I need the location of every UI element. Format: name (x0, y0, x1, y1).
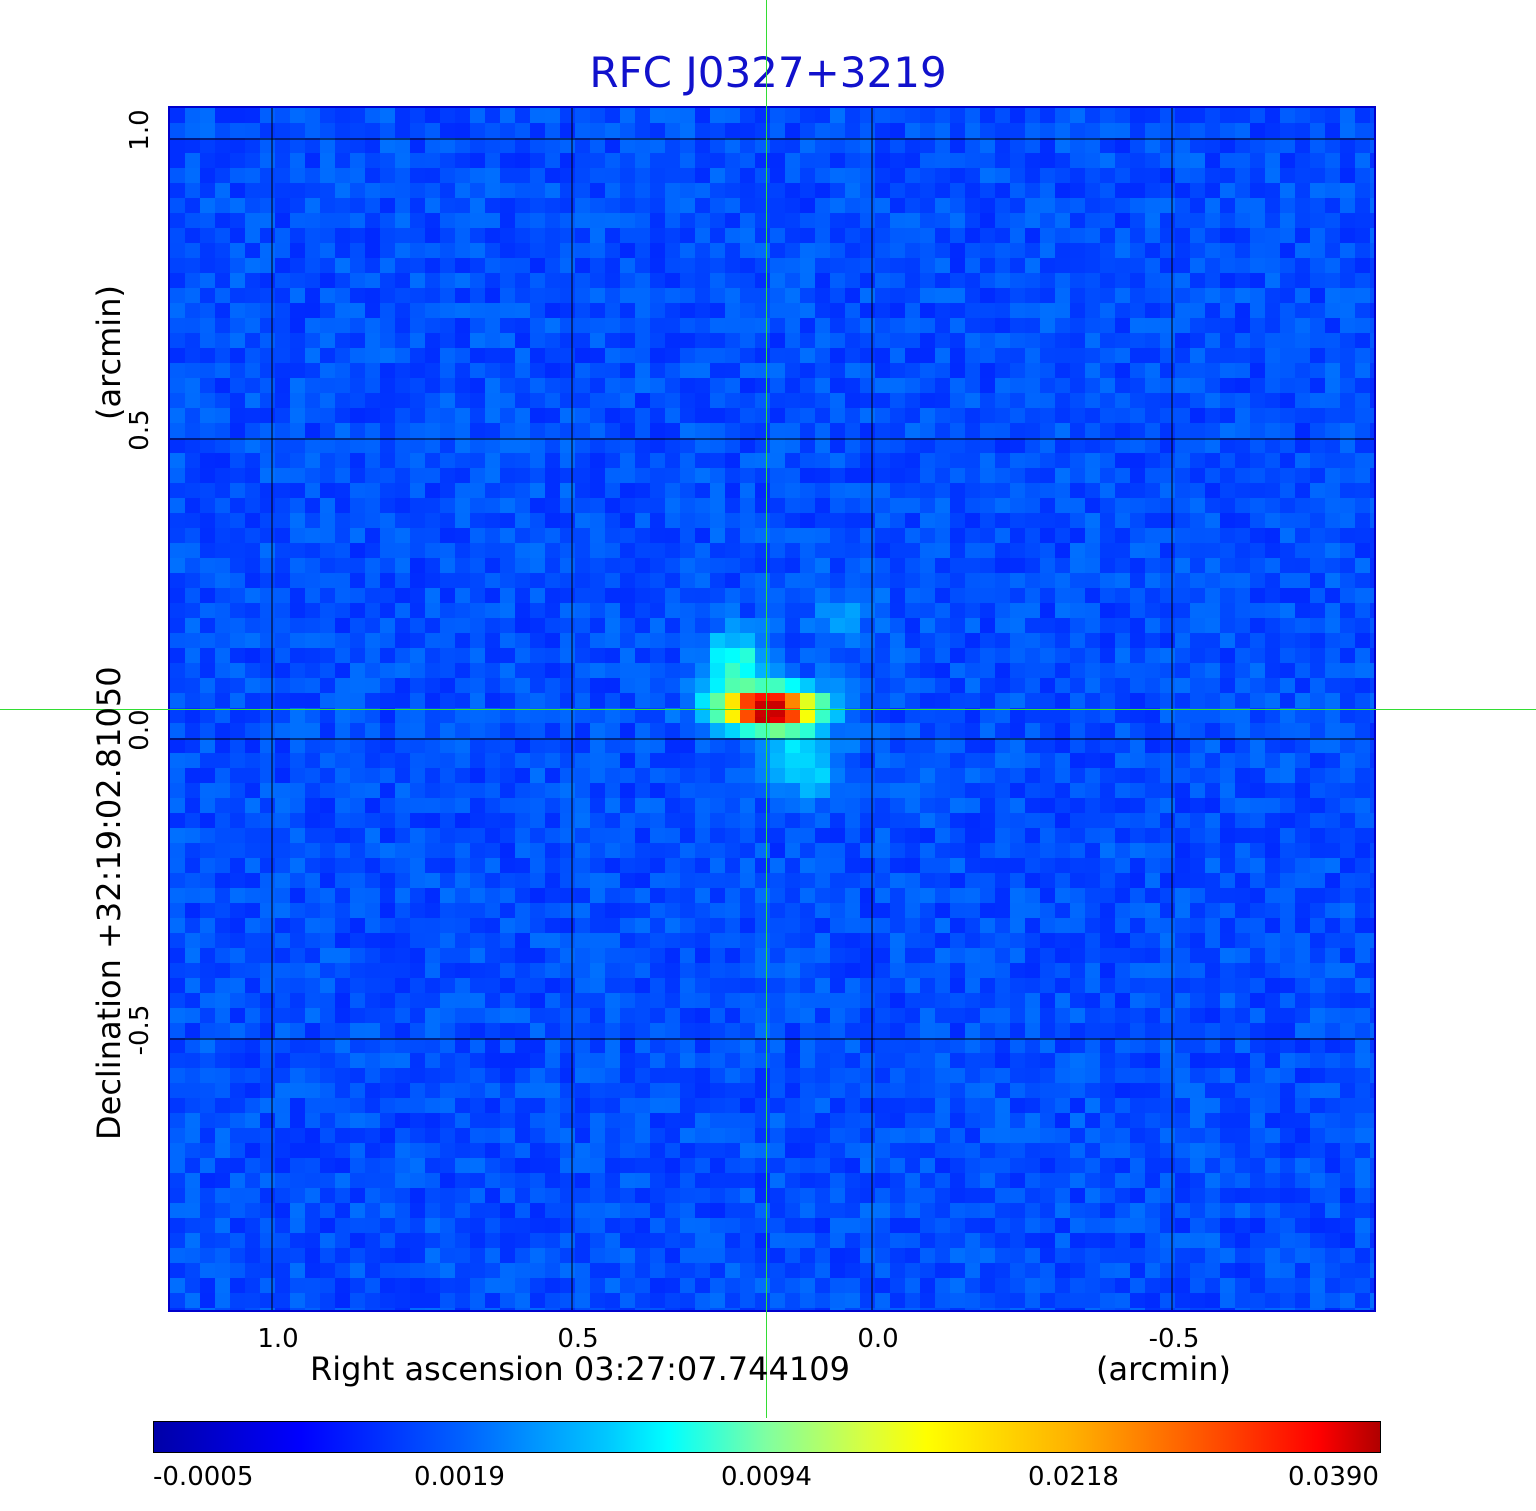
colorbar-tick-label: 0.0218 (1028, 1462, 1119, 1492)
y-axis-label: Declination +32:19:02.81050 (90, 666, 128, 1140)
y-tick-label: 0.5 (125, 409, 155, 451)
colorbar-tick-label: -0.0005 (153, 1462, 254, 1492)
x-tick-label: 0.5 (557, 1324, 599, 1354)
y-axis-unit: (arcmin) (90, 285, 128, 420)
colorbar-tick-label: 0.0094 (721, 1462, 812, 1492)
y-tick-label: 1.0 (125, 109, 155, 151)
y-tick-label: -0.5 (125, 1004, 155, 1056)
colorbar-tick-label: 0.0390 (1288, 1462, 1379, 1492)
x-tick-label: 1.0 (257, 1324, 299, 1354)
x-axis-label: Right ascension 03:27:07.744109 (310, 1350, 850, 1388)
colorbar (153, 1421, 1381, 1453)
x-axis-unit: (arcmin) (1096, 1350, 1231, 1388)
y-tick-label: 0.0 (125, 709, 155, 751)
x-tick-label: -0.5 (1148, 1324, 1200, 1354)
crosshair-horizontal (0, 709, 1536, 710)
colorbar-tick-label: 0.0019 (414, 1462, 505, 1492)
image-title: RFC J0327+3219 (589, 48, 947, 97)
x-tick-label: 0.0 (857, 1324, 899, 1354)
